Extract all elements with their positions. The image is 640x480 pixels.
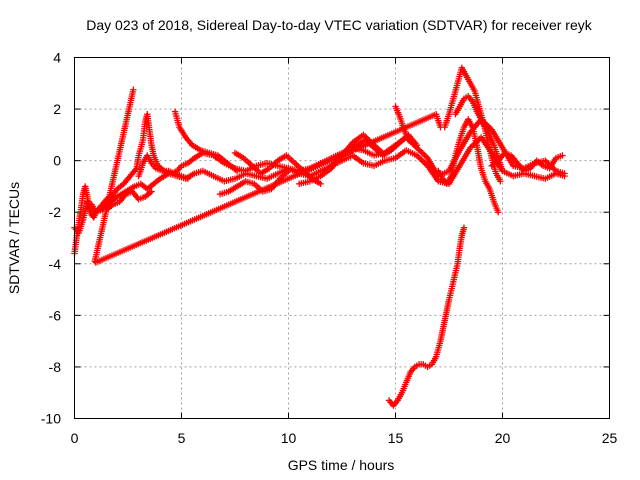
data-point [419, 158, 427, 165]
data-point [416, 147, 424, 154]
data-point [499, 167, 506, 175]
grid-lines [74, 57, 610, 419]
series-arc-dip [435, 116, 502, 216]
data-point [437, 123, 444, 131]
series-arc-high-2 [135, 152, 192, 182]
plot-frame [74, 57, 610, 419]
series-arc-mid-1 [216, 167, 292, 198]
data-point [419, 150, 427, 157]
y-tick-label: -8 [49, 359, 62, 375]
data-points [71, 64, 568, 409]
data-point [317, 180, 324, 188]
x-tick-label: 25 [602, 430, 618, 446]
x-tick-label: 10 [281, 430, 297, 446]
x-tick-label: 5 [178, 430, 186, 446]
y-tick-label: -2 [49, 204, 62, 220]
series-arc-mid-2 [231, 149, 324, 188]
y-axis-label: SDTVAR / TECUs [6, 182, 22, 294]
y-tick-labels: -10 -8 -6 -4 -2 0 2 4 [41, 50, 61, 427]
x-tick-labels: 0 5 10 15 20 25 [71, 430, 618, 446]
data-point [405, 136, 412, 144]
series-arc-recovery [385, 224, 468, 409]
data-point [559, 152, 566, 159]
y-tick-label: 4 [53, 50, 61, 66]
data-point [418, 148, 425, 156]
series-arc-high-1 [171, 108, 241, 175]
data-point [561, 172, 568, 180]
data-point [418, 156, 425, 164]
x-tick-label: 15 [388, 430, 404, 446]
series-arc-low-1 [103, 188, 155, 213]
x-axis-label: GPS time / hours [288, 457, 395, 473]
data-point [416, 155, 424, 162]
series-arc-peak-2 [452, 92, 506, 175]
data-point [421, 151, 428, 159]
data-point [460, 224, 468, 231]
data-point [415, 146, 422, 153]
y-tick-label: -10 [41, 411, 61, 427]
data-point [421, 159, 428, 167]
data-point [497, 178, 504, 185]
y-tick-label: -4 [49, 256, 62, 272]
data-point [413, 141, 421, 149]
data-point [495, 209, 502, 216]
data-point [148, 188, 155, 195]
x-tick-label: 20 [495, 430, 511, 446]
y-tick-label: 2 [53, 101, 61, 117]
chart-title: Day 023 of 2018, Sidereal Day-to-day VTE… [86, 17, 592, 33]
data-point [184, 175, 192, 182]
series-outliers [91, 86, 444, 266]
y-tick-label: -6 [49, 307, 62, 323]
data-point [285, 167, 292, 175]
x-tick-label: 0 [71, 430, 79, 446]
data-point [233, 167, 241, 175]
y-tick-label: 0 [53, 153, 61, 169]
series-arc-tail [488, 149, 566, 175]
